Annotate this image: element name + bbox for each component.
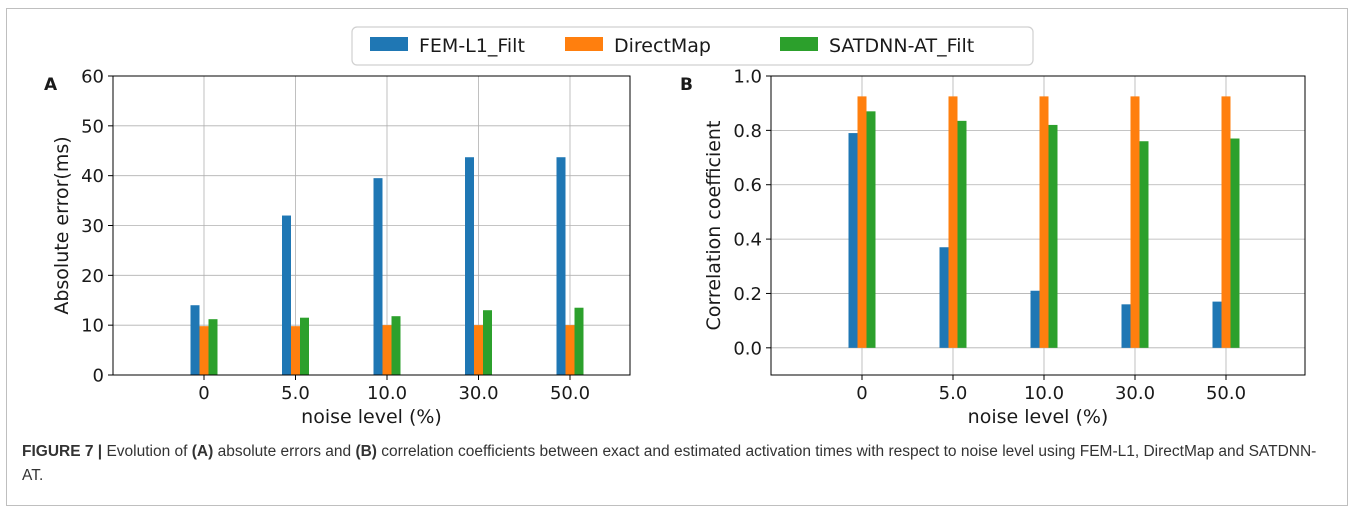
bar-0-1 xyxy=(282,215,291,375)
caption-text-3: correlation coefficients between exact a… xyxy=(22,443,1317,484)
caption-text-1: Evolution of xyxy=(102,443,192,460)
y-tick-label-3: 30 xyxy=(81,216,104,237)
x-tick-label-0: 0 xyxy=(198,383,209,404)
bar-2-2 xyxy=(391,316,401,375)
bar-1-3 xyxy=(474,325,483,375)
legend-box xyxy=(351,26,1034,66)
bar-0-2 xyxy=(373,178,383,375)
bar-1-4 xyxy=(565,325,575,375)
figure-frame xyxy=(6,8,1348,506)
bar-1-2 xyxy=(382,325,392,375)
x-axis-label: noise level (%) xyxy=(968,406,1109,428)
legend-swatch-2 xyxy=(780,37,818,51)
bar-2-3 xyxy=(483,310,492,375)
legend-swatch-1 xyxy=(565,37,603,51)
y-tick-label-3: 0.6 xyxy=(733,175,762,196)
legend-label-0: FEM-L1_Filt xyxy=(419,35,525,57)
y-tick-label-0: 0.0 xyxy=(733,338,762,359)
bar-2-0 xyxy=(208,319,218,375)
caption-ref-b: (B) xyxy=(355,443,377,460)
y-axis-label: Correlation coefficient xyxy=(703,121,725,331)
y-tick-label-4: 40 xyxy=(81,166,104,187)
caption-ref-a: (A) xyxy=(191,443,214,460)
panel-a: A 0 10 20 30 40 50 60 0 5.0 10.0 30.0 50.0 noise lev… xyxy=(44,67,631,428)
y-tick-label-2: 0.4 xyxy=(733,230,762,251)
axes-frame xyxy=(770,75,1306,376)
bar-2-0 xyxy=(866,111,876,348)
y-tick-label-2: 20 xyxy=(81,266,104,287)
y-tick-label-5: 1.0 xyxy=(733,67,762,88)
bar-2-3 xyxy=(1139,141,1149,348)
caption-text-2: absolute errors and xyxy=(213,443,356,460)
bar-1-1 xyxy=(291,326,300,375)
legend-swatch-0 xyxy=(370,37,408,51)
x-tick-label-2: 10.0 xyxy=(1024,383,1064,404)
bar-0-0 xyxy=(190,305,200,375)
figure-caption: FIGURE 7 | Evolution of (A) absolute err… xyxy=(22,440,1332,488)
x-tick-label-3: 30.0 xyxy=(1115,383,1155,404)
y-tick-label-5: 50 xyxy=(81,116,104,137)
bar-2-2 xyxy=(1048,124,1058,348)
bar-1-0 xyxy=(857,96,867,348)
x-tick-label-0: 0 xyxy=(856,383,867,404)
y-tick-label-6: 60 xyxy=(81,67,104,88)
bar-2-4 xyxy=(574,307,584,375)
bar-0-1 xyxy=(939,247,949,348)
bar-0-2 xyxy=(1030,290,1040,348)
y-axis-label: Absolute error(ms) xyxy=(51,136,73,314)
bar-2-4 xyxy=(1230,138,1240,348)
caption-figure-label: FIGURE 7 | xyxy=(22,443,103,460)
x-tick-label-3: 30.0 xyxy=(458,383,498,404)
panel-label-a: A xyxy=(44,75,58,95)
figure-canvas: FEM-L1_Filt DirectMap SATDNN-AT_Filt A 0 10… xyxy=(44,26,1306,428)
x-axis-label: noise level (%) xyxy=(301,406,442,428)
bar-1-4 xyxy=(1221,96,1231,348)
bar-2-1 xyxy=(300,317,309,375)
bar-0-4 xyxy=(1212,301,1222,348)
bar-1-1 xyxy=(948,96,958,348)
y-tick-label-0: 0 xyxy=(93,366,104,387)
legend: FEM-L1_Filt DirectMap SATDNN-AT_Filt xyxy=(351,26,1034,66)
x-tick-label-1: 5.0 xyxy=(939,383,968,404)
x-tick-label-4: 50.0 xyxy=(1206,383,1246,404)
bar-2-1 xyxy=(957,120,967,348)
legend-label-2: SATDNN-AT_Filt xyxy=(829,35,974,57)
bar-1-3 xyxy=(1130,96,1140,348)
bar-0-3 xyxy=(465,157,474,375)
x-tick-label-4: 50.0 xyxy=(550,383,590,404)
x-tick-label-1: 5.0 xyxy=(281,383,310,404)
bar-1-0 xyxy=(199,326,209,375)
y-tick-label-1: 0.2 xyxy=(733,284,762,305)
bar-0-3 xyxy=(1121,304,1131,348)
panel-b: B 0.0 0.2 0.4 0.6 0.8 1.0 0 5.0 10.0 30.0 50.0 nois… xyxy=(680,67,1306,428)
panel-label-b: B xyxy=(680,75,693,95)
y-tick-label-4: 0.8 xyxy=(733,121,762,142)
bar-0-0 xyxy=(848,133,858,348)
x-tick-label-2: 10.0 xyxy=(367,383,407,404)
y-tick-label-1: 10 xyxy=(81,316,104,337)
legend-label-1: DirectMap xyxy=(614,35,711,57)
bar-1-2 xyxy=(1039,96,1049,348)
bar-0-4 xyxy=(556,157,566,375)
